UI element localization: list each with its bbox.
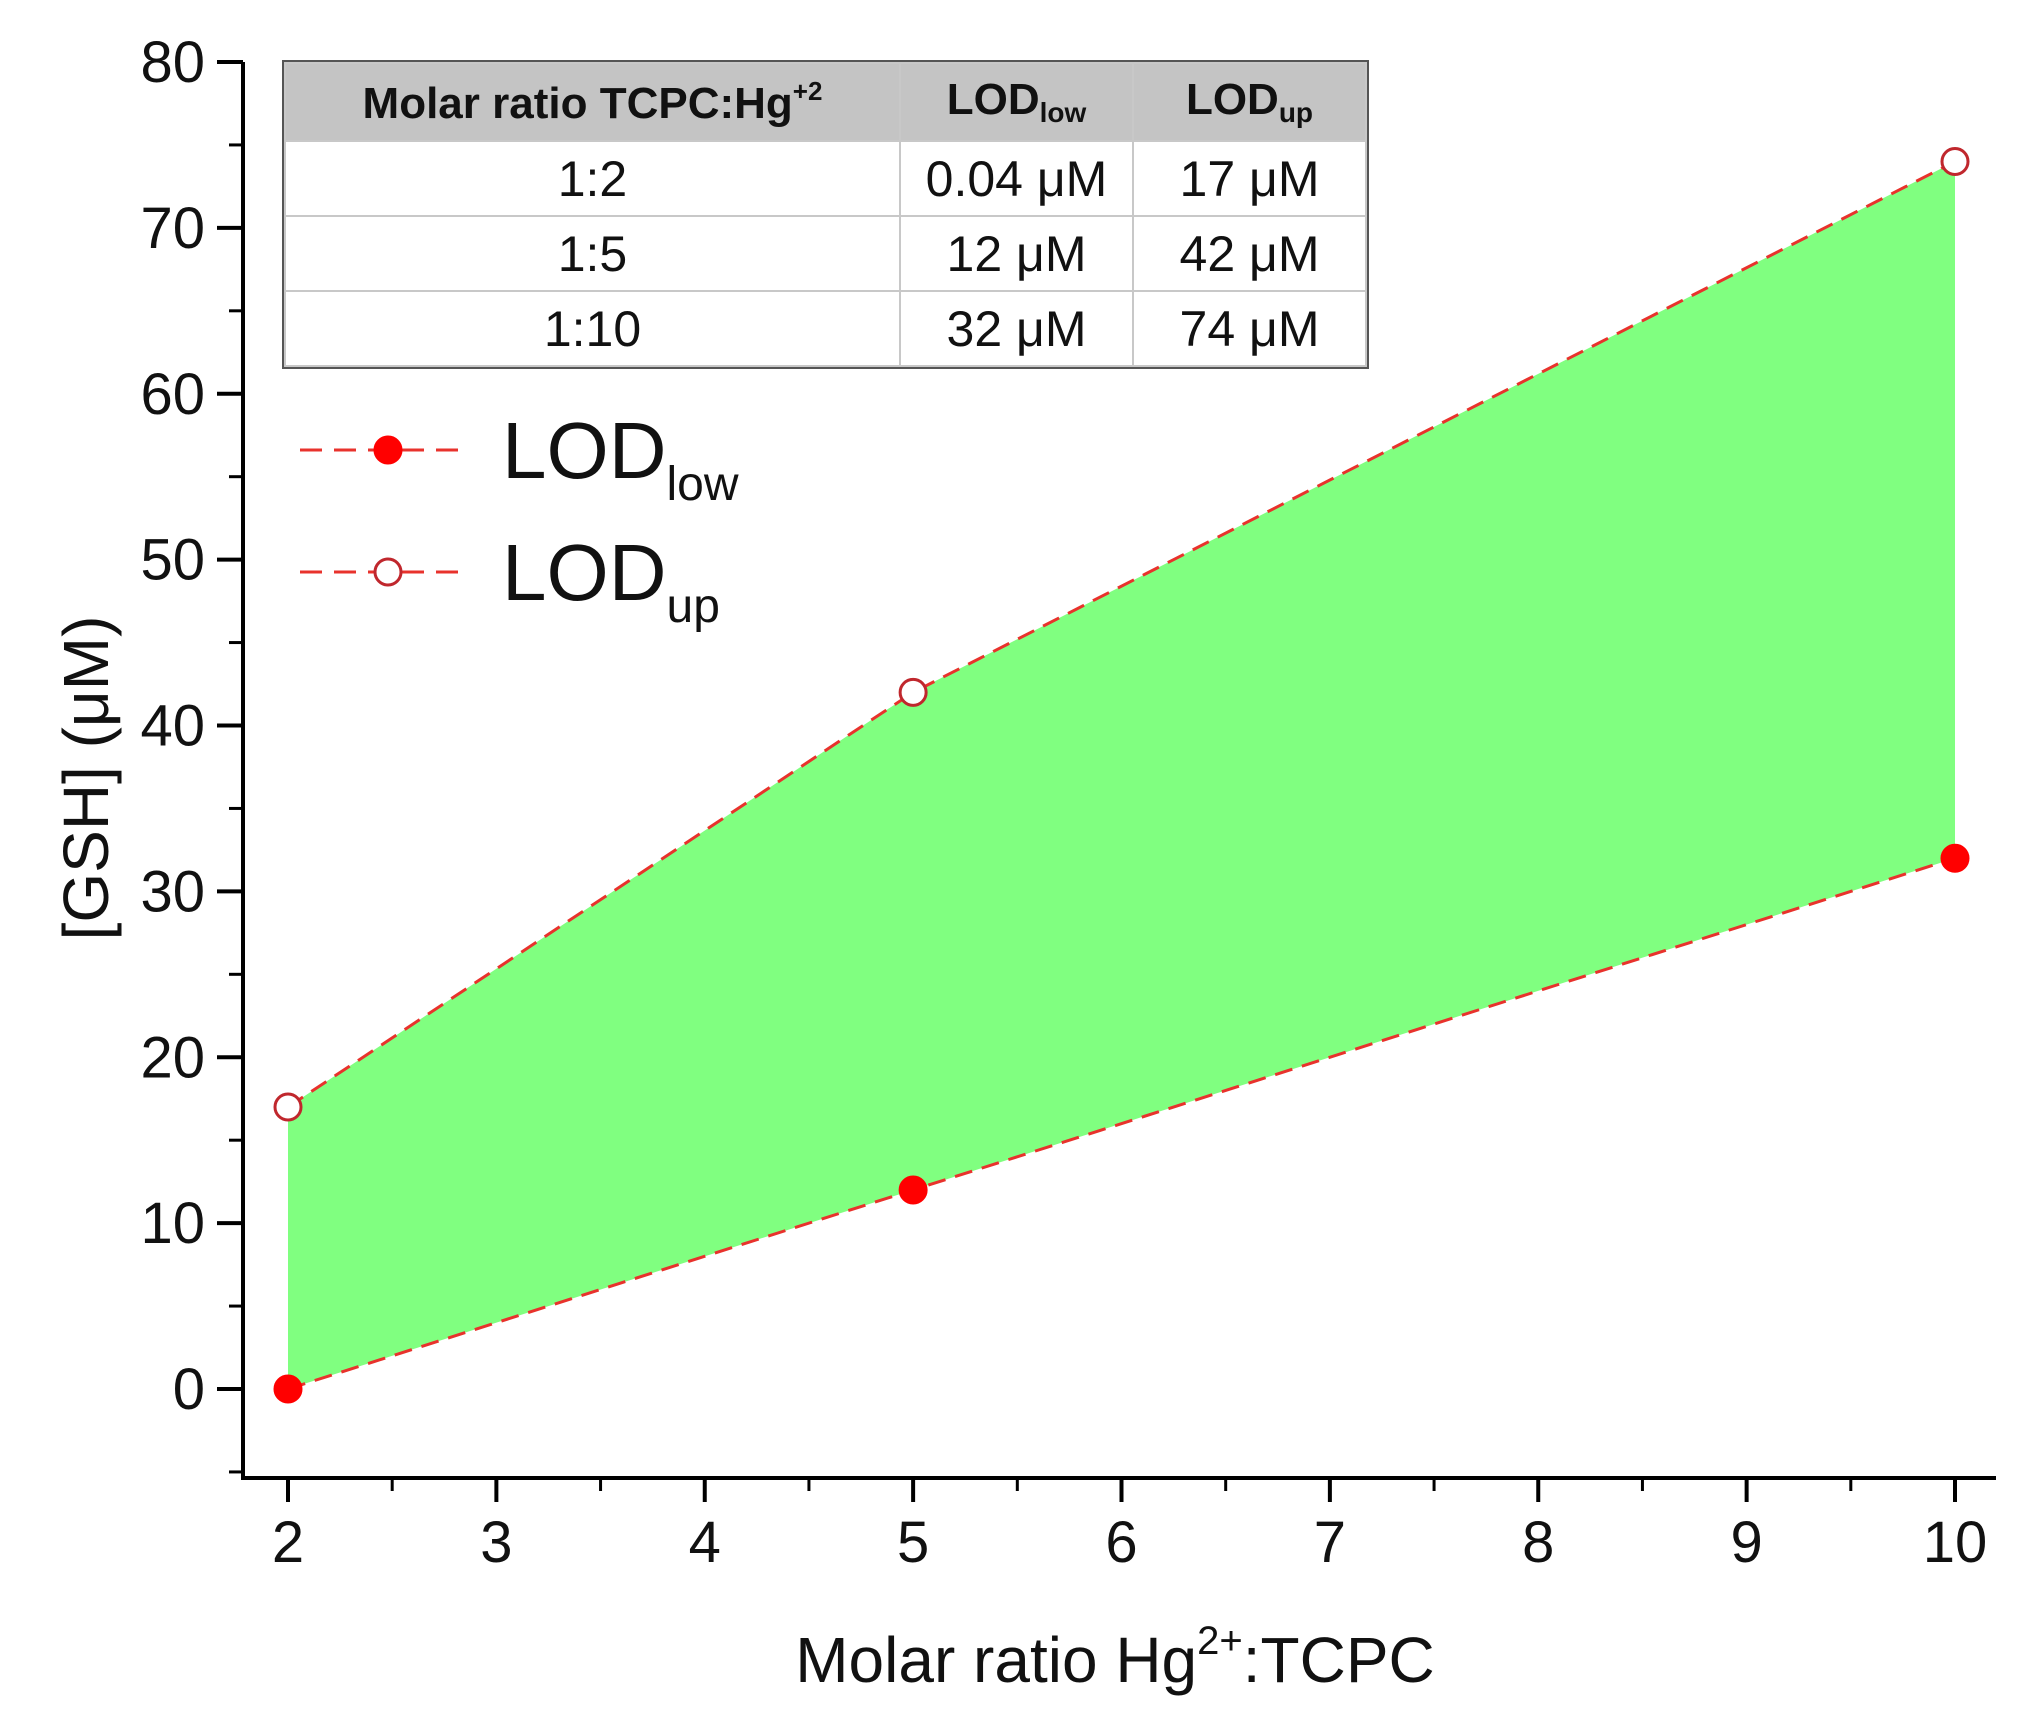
data-point-up bbox=[273, 1092, 303, 1122]
table-row: 1:5 12 μM 42 μM bbox=[284, 215, 1367, 292]
table-cell-ratio: 1:2 bbox=[284, 140, 901, 217]
legend-marker-up bbox=[373, 557, 403, 587]
table-cell-lod-low: 12 μM bbox=[899, 215, 1134, 292]
x-tick-label: 4 bbox=[689, 1510, 721, 1575]
y-tick-label: 60 bbox=[140, 362, 205, 427]
x-axis-title-tail: :TCPC bbox=[1243, 1624, 1435, 1696]
x-axis-title-main: Molar ratio Hg bbox=[795, 1624, 1197, 1696]
x-axis-title-sup: 2+ bbox=[1197, 1619, 1243, 1663]
legend-label-low: LODlow bbox=[502, 406, 739, 511]
y-axis-title: [GSH] (μM) bbox=[50, 616, 122, 941]
table-row: 1:10 32 μM 74 μM bbox=[284, 290, 1367, 367]
y-tick-label: 80 bbox=[140, 30, 205, 95]
x-tick-label: 6 bbox=[1105, 1510, 1137, 1575]
table-cell-lod-up: 42 μM bbox=[1132, 215, 1367, 292]
inset-header-lod-low: LODlow bbox=[899, 62, 1134, 142]
data-point-low bbox=[898, 1175, 928, 1205]
x-tick-label: 5 bbox=[897, 1510, 929, 1575]
legend-label-up: LODup bbox=[502, 528, 720, 633]
inset-table: Molar ratio TCPC:Hg+2 LODlow LODup 1:2 0… bbox=[282, 60, 1369, 369]
table-cell-lod-up: 74 μM bbox=[1132, 290, 1367, 367]
table-cell-lod-up: 17 μM bbox=[1132, 140, 1367, 217]
table-cell-lod-low: 32 μM bbox=[899, 290, 1134, 367]
inset-header-lod-up: LODup bbox=[1132, 62, 1367, 142]
inset-table-header-row: Molar ratio TCPC:Hg+2 LODlow LODup bbox=[284, 62, 1367, 142]
y-tick-label: 50 bbox=[140, 528, 205, 593]
y-tick-label: 30 bbox=[140, 859, 205, 924]
x-axis-title: Molar ratio Hg2+:TCPC bbox=[795, 1619, 1435, 1696]
x-tick-label: 3 bbox=[480, 1510, 512, 1575]
y-tick-label: 20 bbox=[140, 1025, 205, 1090]
legend-marker-low bbox=[373, 435, 403, 465]
data-point-low bbox=[273, 1374, 303, 1404]
y-tick-label: 40 bbox=[140, 694, 205, 759]
band-fill bbox=[288, 161, 1955, 1389]
table-row: 1:2 0.04 μM 17 μM bbox=[284, 140, 1367, 217]
x-tick-label: 8 bbox=[1522, 1510, 1554, 1575]
x-tick-label: 9 bbox=[1730, 1510, 1762, 1575]
table-cell-ratio: 1:5 bbox=[284, 215, 901, 292]
data-point-up bbox=[1940, 147, 1970, 177]
x-tick-label: 7 bbox=[1314, 1510, 1346, 1575]
table-cell-ratio: 1:10 bbox=[284, 290, 901, 367]
data-point-up bbox=[898, 677, 928, 707]
series-line-up bbox=[287, 160, 1956, 1109]
table-cell-lod-low: 0.04 μM bbox=[899, 140, 1134, 217]
x-tick-label: 10 bbox=[1923, 1510, 1988, 1575]
inset-header-ratio: Molar ratio TCPC:Hg+2 bbox=[284, 62, 901, 142]
y-tick-label: 10 bbox=[140, 1191, 205, 1256]
y-tick-label: 0 bbox=[173, 1357, 205, 1422]
x-tick-label: 2 bbox=[272, 1510, 304, 1575]
data-point-low bbox=[1940, 843, 1970, 873]
y-tick-label: 70 bbox=[140, 196, 205, 261]
